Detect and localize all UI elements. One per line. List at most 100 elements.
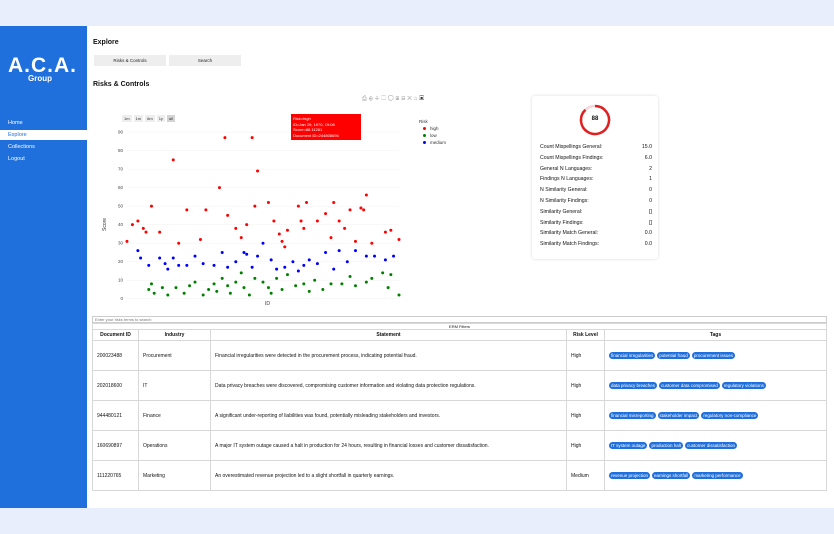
table-row[interactable]: 200023488 Procurement Financial irregulari…	[92, 340, 827, 371]
point-low[interactable]	[329, 282, 333, 286]
column-header-industry[interactable]: Industry	[138, 329, 211, 341]
point-high[interactable]	[296, 204, 300, 208]
point-medium[interactable]	[177, 263, 181, 267]
tag-chip[interactable]: regulatory violations	[721, 382, 766, 389]
zoom-icon[interactable]: ⊕	[368, 96, 375, 102]
point-low[interactable]	[321, 287, 325, 291]
point-high[interactable]	[348, 208, 352, 212]
plotly-logo-icon[interactable]: ▣	[419, 96, 426, 102]
point-high[interactable]	[343, 226, 347, 230]
tag-chip[interactable]: customer data compromised	[659, 382, 720, 389]
point-low[interactable]	[149, 282, 153, 286]
point-high[interactable]	[125, 239, 129, 243]
point-low[interactable]	[234, 280, 238, 284]
range-button-6m[interactable]: 6m	[145, 115, 155, 122]
point-low[interactable]	[348, 275, 352, 279]
point-medium[interactable]	[283, 265, 287, 269]
pan-icon[interactable]: ✛	[374, 96, 382, 102]
lasso-icon[interactable]: ◯	[387, 96, 396, 102]
autoscale-icon[interactable]: ✕	[407, 96, 414, 102]
tag-chip[interactable]: financial irregularities	[609, 352, 656, 359]
point-medium[interactable]	[383, 258, 387, 262]
point-medium[interactable]	[307, 258, 311, 262]
point-medium[interactable]	[166, 267, 170, 271]
point-low[interactable]	[188, 284, 192, 288]
point-low[interactable]	[275, 276, 279, 280]
point-high[interactable]	[266, 200, 270, 204]
point-low[interactable]	[212, 282, 216, 286]
point-low[interactable]	[313, 278, 317, 282]
point-low[interactable]	[381, 271, 385, 275]
point-high[interactable]	[324, 212, 328, 216]
point-high[interactable]	[256, 169, 260, 173]
point-medium[interactable]	[353, 249, 357, 253]
point-low[interactable]	[397, 293, 401, 297]
point-low[interactable]	[285, 273, 289, 277]
column-header-risk-level[interactable]: Risk Level	[566, 329, 605, 341]
point-high[interactable]	[364, 193, 368, 197]
point-high[interactable]	[359, 206, 363, 210]
tag-chip[interactable]: stakeholder impact	[657, 412, 700, 419]
point-high[interactable]	[277, 232, 281, 236]
point-medium[interactable]	[256, 254, 260, 258]
point-medium[interactable]	[242, 250, 246, 254]
point-high[interactable]	[397, 237, 401, 241]
table-row[interactable]: 160690897 Operations A major IT system out…	[92, 430, 827, 461]
point-low[interactable]	[193, 280, 197, 284]
tag-chip[interactable]: potential fraud	[657, 352, 690, 359]
point-medium[interactable]	[201, 262, 205, 266]
point-medium[interactable]	[261, 241, 265, 245]
sidebar-item-home[interactable]: Home	[8, 120, 23, 126]
range-button-1m[interactable]: 1m	[122, 115, 132, 122]
point-high[interactable]	[337, 219, 341, 223]
box-select-icon[interactable]: ⬚	[381, 96, 388, 102]
range-button-1m-b[interactable]: 1m	[133, 115, 144, 122]
point-high[interactable]	[389, 228, 393, 232]
point-high[interactable]	[141, 226, 145, 230]
sidebar-item-explore[interactable]: Explore	[0, 130, 87, 140]
point-low[interactable]	[174, 286, 178, 290]
point-high[interactable]	[285, 228, 289, 232]
point-high[interactable]	[217, 186, 221, 190]
point-high[interactable]	[223, 136, 227, 140]
tab-risks-controls[interactable]: Risks & Controls	[93, 54, 167, 67]
range-button-1y[interactable]: 1y	[156, 115, 165, 122]
point-high[interactable]	[272, 219, 276, 223]
tag-chip[interactable]: customer dissatisfaction	[684, 442, 737, 449]
point-low[interactable]	[239, 271, 243, 275]
point-high[interactable]	[158, 230, 162, 234]
point-medium[interactable]	[226, 265, 230, 269]
point-high[interactable]	[171, 158, 175, 162]
sidebar-item-logout[interactable]: Logout	[8, 156, 25, 162]
point-high[interactable]	[250, 136, 254, 140]
tag-chip[interactable]: IT system outage	[609, 442, 648, 449]
scatter-plot[interactable]: 0 10 20 30 40 50 60 70 80 90	[87, 118, 467, 318]
point-medium[interactable]	[291, 260, 295, 264]
point-medium[interactable]	[269, 258, 273, 262]
point-medium[interactable]	[245, 252, 249, 256]
point-medium[interactable]	[234, 260, 238, 264]
point-low[interactable]	[261, 280, 265, 284]
point-medium[interactable]	[212, 263, 216, 267]
point-medium[interactable]	[332, 267, 336, 271]
range-button-all[interactable]: all	[166, 115, 175, 122]
point-medium[interactable]	[373, 254, 377, 258]
point-low[interactable]	[247, 293, 251, 297]
point-high[interactable]	[136, 219, 140, 223]
point-medium[interactable]	[296, 269, 300, 273]
point-medium[interactable]	[171, 256, 175, 260]
point-high[interactable]	[253, 204, 257, 208]
point-medium[interactable]	[158, 256, 162, 260]
point-high[interactable]	[353, 239, 357, 243]
point-low[interactable]	[353, 284, 357, 288]
point-medium[interactable]	[147, 263, 151, 267]
point-medium[interactable]	[364, 254, 368, 258]
point-high[interactable]	[302, 226, 306, 230]
point-low[interactable]	[266, 286, 270, 290]
point-low[interactable]	[389, 273, 393, 277]
point-medium[interactable]	[337, 249, 341, 253]
tab-search[interactable]: Search	[168, 54, 242, 67]
point-high[interactable]	[204, 208, 208, 212]
zoom-out-icon[interactable]: ⊟	[401, 96, 408, 102]
tag-chip[interactable]: data privacy breaches	[609, 382, 658, 389]
